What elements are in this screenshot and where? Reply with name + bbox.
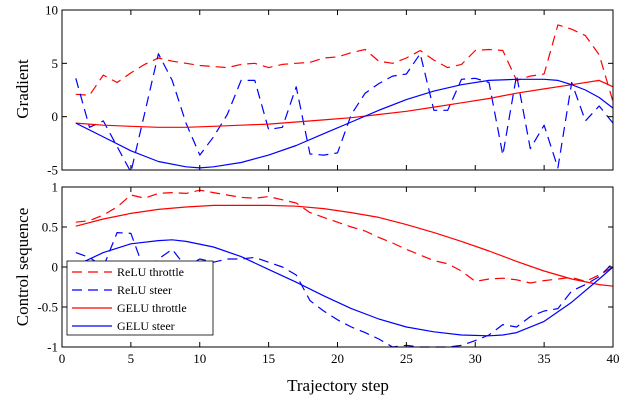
panel1-y-tick-label: 1 <box>52 180 59 195</box>
legend: ReLU throttle ReLU steer GELU throttle G… <box>66 260 214 336</box>
legend-label-relu-steer: ReLU steer <box>117 283 172 297</box>
panel0-series-gelu-steer <box>75 78 614 169</box>
control-panel: 0 5 10 15 20 25 30 35 40 -1 -0.5 0 0.5 1 <box>37 180 619 367</box>
gradient-panel: -5 0 5 10 <box>45 3 614 178</box>
panel1-y-tick-label: -0.5 <box>37 300 58 315</box>
panel0-y-tick-label: 10 <box>45 3 58 18</box>
control-y-axis-label: Control sequence <box>13 208 32 327</box>
panel1-x-tick-label: 30 <box>469 351 482 366</box>
panel1-x-tick-label: 10 <box>193 351 206 366</box>
panel0-series-relu-throttle <box>75 24 614 102</box>
panel1-y-tick-label: 0 <box>52 260 59 275</box>
legend-box <box>66 260 214 336</box>
panel1-x-tick-label: 25 <box>400 351 413 366</box>
panel1-series-relu-throttle <box>75 189 614 284</box>
panel0-y-tick-label: 5 <box>52 56 59 71</box>
panel1-x-tick-label: 40 <box>607 351 620 366</box>
legend-label-gelu-throttle: GELU throttle <box>117 301 187 315</box>
legend-label-gelu-steer: GELU steer <box>117 319 175 333</box>
panel1-x-tick-label: 15 <box>262 351 275 366</box>
panel1-x-tick-label: 5 <box>128 351 135 366</box>
panel1-series-relu-steer <box>75 232 614 348</box>
panel1-series-gelu-throttle <box>75 204 614 287</box>
panel0-series-relu-steer <box>75 53 614 173</box>
panel1-x-tick-label: 35 <box>538 351 551 366</box>
panel1-series-gelu-steer <box>75 239 614 337</box>
gradient-y-axis-label: Gradient <box>13 59 32 119</box>
panel0-y-tick-label: 0 <box>52 109 59 124</box>
panel1-x-tick-label: 20 <box>331 351 344 366</box>
x-axis-label: Trajectory step <box>287 376 389 395</box>
legend-label-relu-throttle: ReLU throttle <box>117 265 184 279</box>
panel1-y-tick-label: 0.5 <box>42 220 58 235</box>
panel0-y-tick-label: -5 <box>47 163 58 178</box>
panel1-y-tick-label: -1 <box>47 340 58 355</box>
panel1-x-tick-label: 0 <box>59 351 66 366</box>
panel0-series-gelu-throttle <box>75 79 614 128</box>
